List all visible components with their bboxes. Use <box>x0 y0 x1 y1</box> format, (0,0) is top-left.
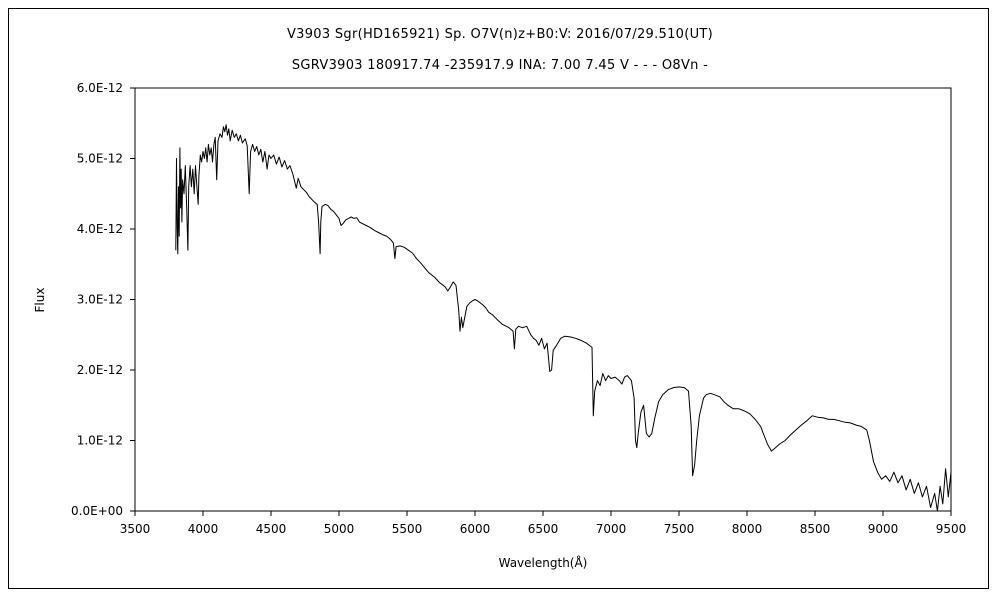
x-axis: 3500 4000 4500 5000 5500 6000 6500 7000 7500 8000… <box>120 511 967 536</box>
x-tick-label: 6000 <box>460 522 491 536</box>
series-line-spectrum <box>175 124 952 512</box>
plot-area <box>134 87 952 512</box>
x-tick-label: 9000 <box>868 522 899 536</box>
x-axis-label: Wavelength(Å) <box>499 555 588 570</box>
chart-title: V3903 Sgr(HD165921) Sp. O7V(n)z+B0:V: 20… <box>286 27 714 42</box>
chart-frame <box>8 8 989 589</box>
x-tick-label: 6500 <box>528 522 559 536</box>
y-axis-label: Flux <box>33 288 47 313</box>
x-tick-label: 5000 <box>324 522 355 536</box>
series-layer <box>175 124 952 512</box>
x-tick-label: 8500 <box>800 522 831 536</box>
y-tick-label: 1.0E-12 <box>77 434 123 448</box>
x-tick-label: 4000 <box>188 522 219 536</box>
y-tick-label: 0.0E+00 <box>71 504 123 518</box>
y-tick-label: 4.0E-12 <box>77 222 123 236</box>
y-tick-label: 5.0E-12 <box>77 152 123 166</box>
x-tick-label: 5500 <box>392 522 423 536</box>
chart-subtitle: SGRV3903 180917.74 -235917.9 INA: 7.00 7… <box>291 58 709 73</box>
x-tick-label: 4500 <box>256 522 287 536</box>
x-tick-label: 9500 <box>936 522 967 536</box>
x-tick-label: 3500 <box>120 522 151 536</box>
y-axis: 0.0E+00 1.0E-12 2.0E-12 3.0E-12 4.0E-12 5.0E-… <box>71 81 135 518</box>
y-tick-label: 2.0E-12 <box>77 363 123 377</box>
y-tick-label: 3.0E-12 <box>77 293 123 307</box>
x-tick-label: 8000 <box>732 522 763 536</box>
x-tick-label: 7000 <box>596 522 627 536</box>
x-tick-label: 7500 <box>664 522 695 536</box>
y-tick-label: 6.0E-12 <box>77 81 123 95</box>
